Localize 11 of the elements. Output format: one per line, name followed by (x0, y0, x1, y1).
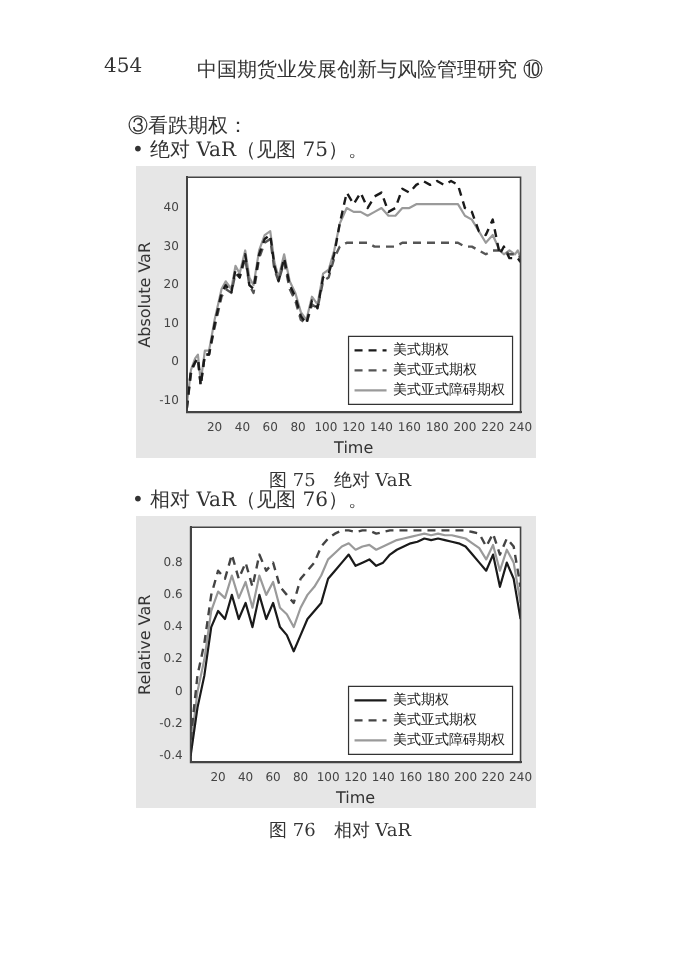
x-axis-title: Time (332, 438, 374, 457)
y-axis-title: Relative VaR (135, 593, 154, 695)
chart-subtitle: • 绝对 VaR（见图 75）。 (132, 137, 368, 164)
y-axis-title: Absolute VaR (135, 241, 154, 348)
x-axis-title: Time (334, 788, 376, 807)
chart-subtitle: • 相对 VaR（见图 76）。 (132, 489, 368, 514)
text: 中国期货业发展创新与风险管理研究 ⑩ (196, 57, 544, 84)
text: 454 (104, 56, 143, 78)
text: 图 75 绝对 VaR (269, 469, 411, 492)
text: 图 76 相对 VaR (269, 819, 411, 844)
text: ③看跌期权： (128, 113, 248, 139)
